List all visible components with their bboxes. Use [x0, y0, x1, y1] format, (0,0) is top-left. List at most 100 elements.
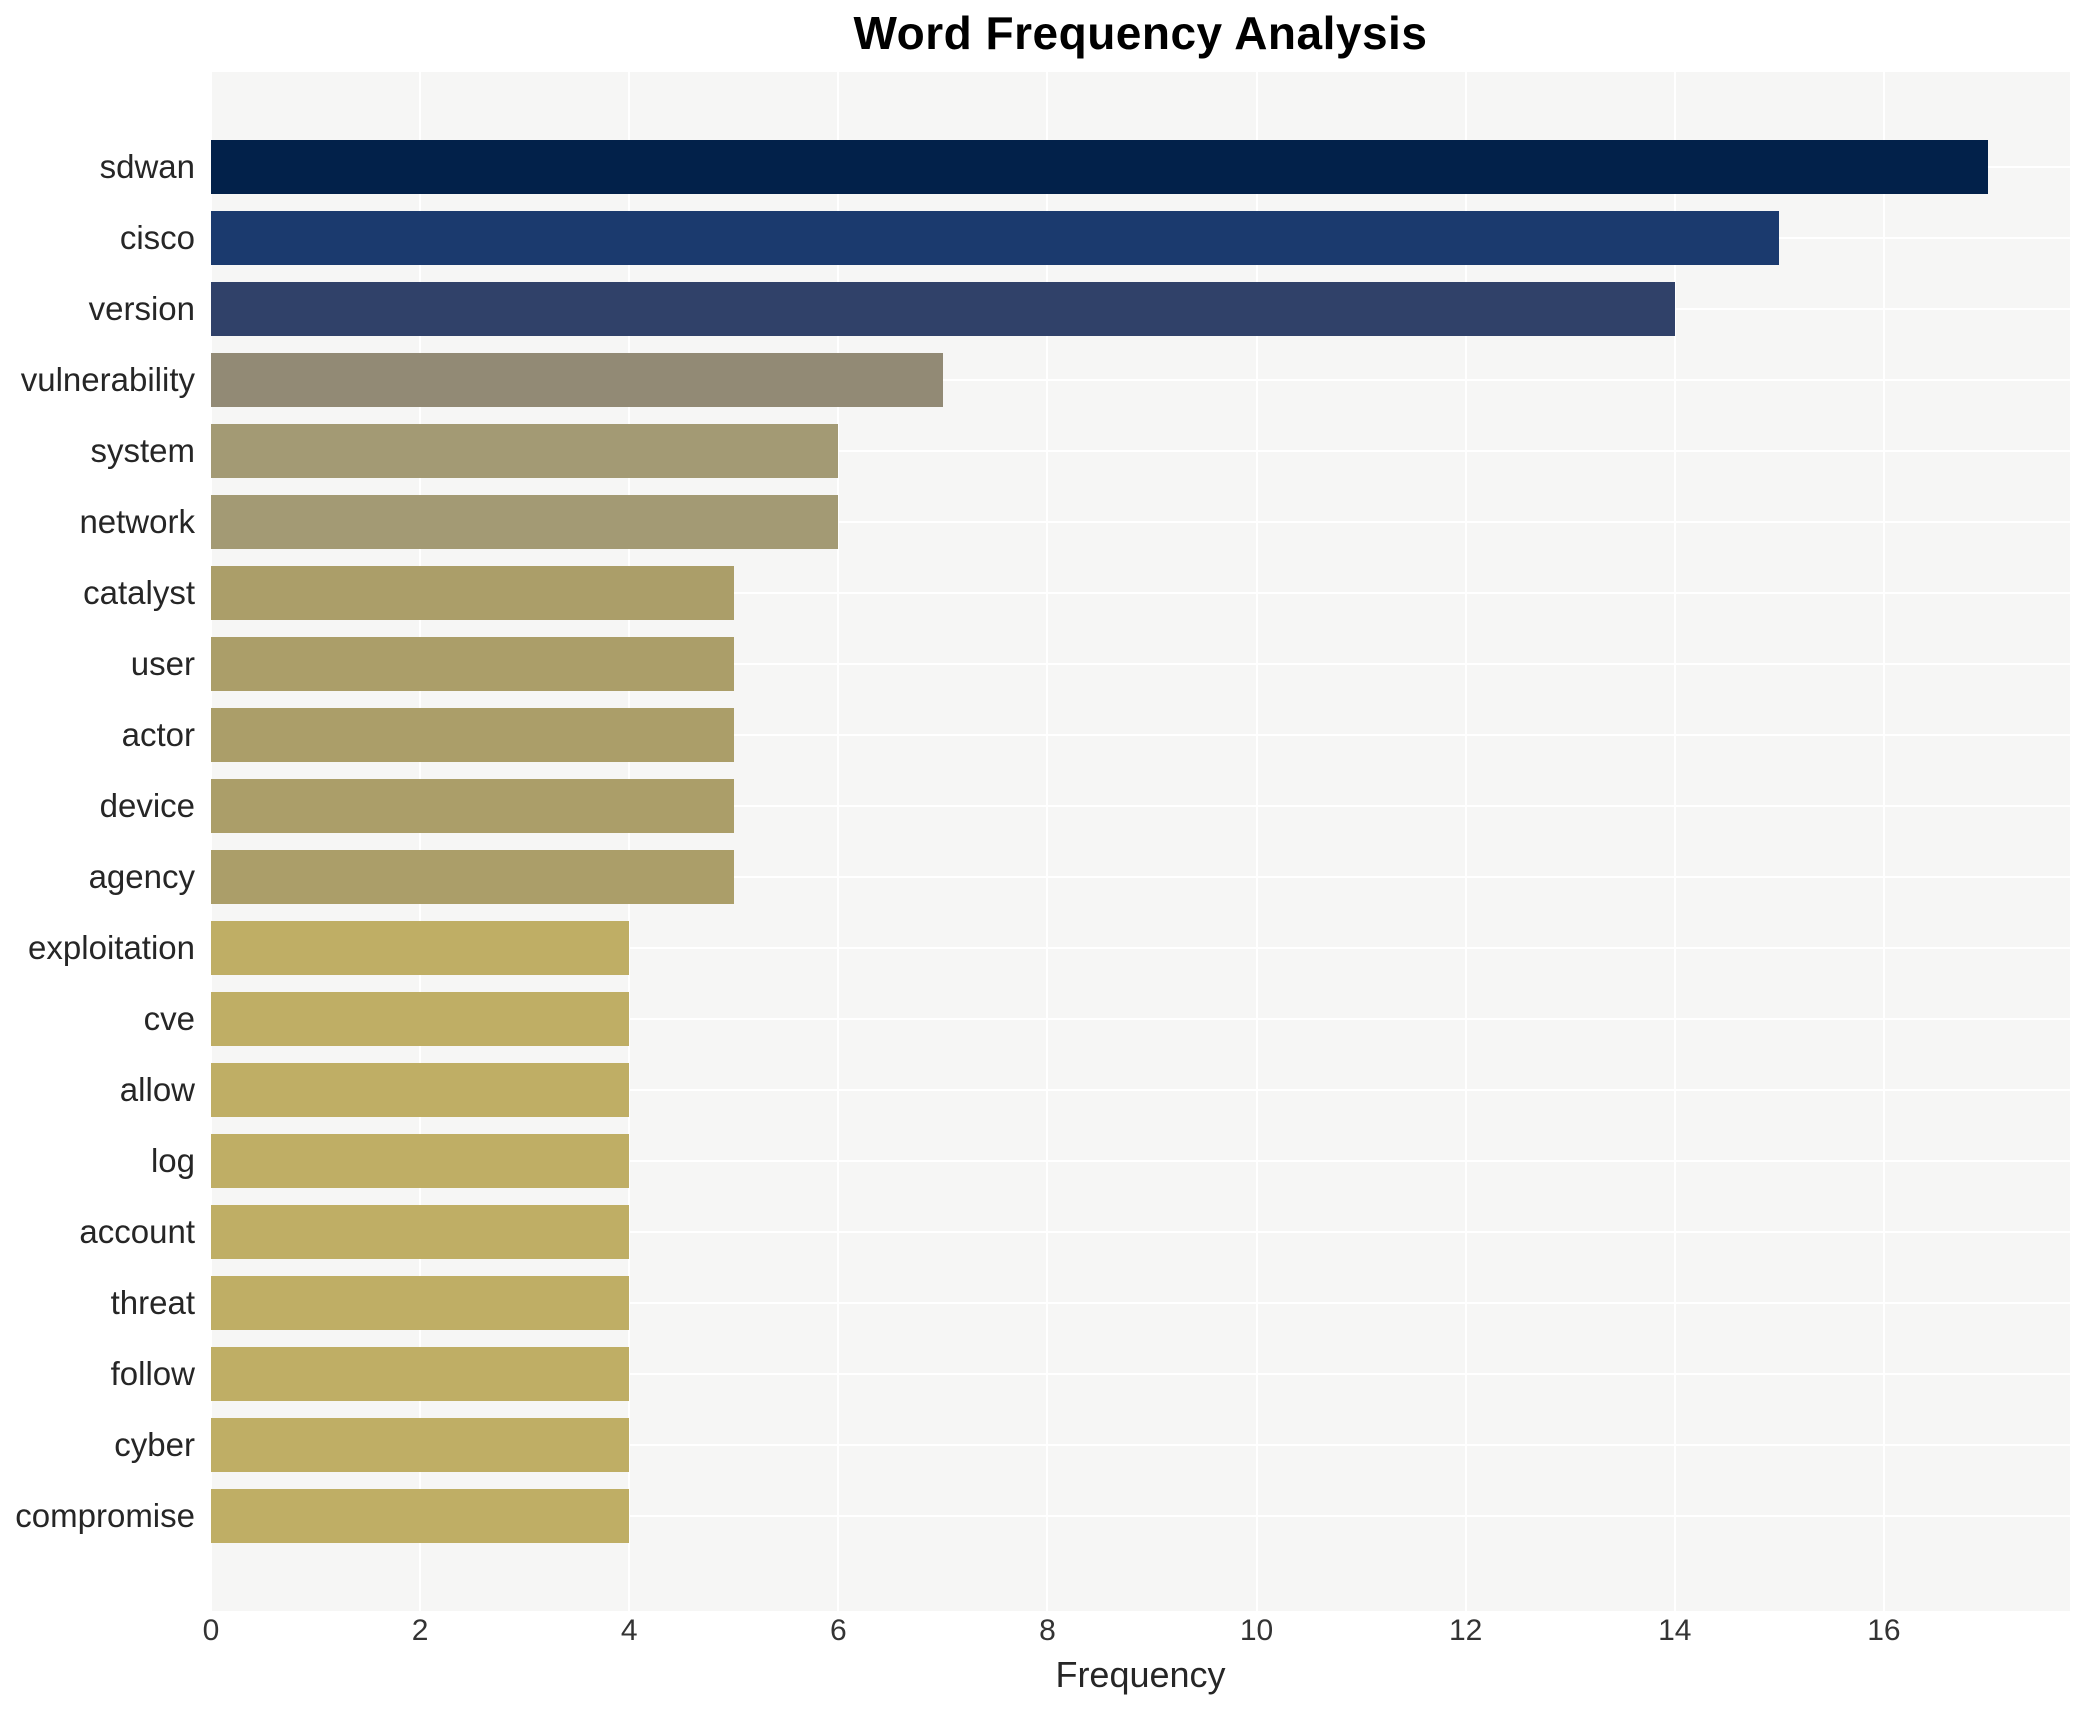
x-tick-label: 10	[1239, 1614, 1274, 1647]
bar-row: network	[0, 487, 2070, 558]
y-tick-label: allow	[119, 1070, 195, 1108]
gridline-vertical	[837, 72, 840, 1611]
gridline-horizontal	[211, 734, 2070, 737]
gridline-vertical	[1882, 72, 1885, 1611]
y-tick-label: device	[99, 787, 195, 825]
gridline-horizontal	[211, 1230, 2070, 1233]
bar	[211, 353, 943, 408]
gridline-horizontal	[211, 1301, 2070, 1304]
y-tick-label: agency	[88, 858, 195, 895]
bar	[211, 1204, 630, 1259]
bar-row: agency	[0, 842, 2070, 913]
y-tick-label: log	[150, 1141, 195, 1179]
x-tick-label: 14	[1658, 1614, 1692, 1647]
bar	[211, 424, 839, 479]
y-tick-label: cve	[143, 999, 195, 1037]
y-tick-label: cisco	[119, 219, 195, 257]
bar-row: cve	[0, 983, 2070, 1054]
bar	[211, 1275, 630, 1330]
gridline-horizontal	[211, 946, 2070, 949]
bar-row: allow	[0, 1054, 2070, 1125]
y-tick-label: account	[79, 1212, 195, 1250]
y-tick-label: catalyst	[83, 574, 195, 612]
gridline-vertical	[1255, 72, 1258, 1611]
x-tick-label: 2	[411, 1614, 429, 1647]
bar	[211, 991, 630, 1046]
bar	[211, 211, 1780, 266]
bar	[211, 495, 839, 550]
gridline-horizontal	[211, 1088, 2070, 1091]
y-tick-label: sdwan	[99, 148, 195, 186]
gridline-vertical	[1673, 72, 1676, 1611]
gridline-horizontal	[211, 1443, 2070, 1446]
bar	[211, 1133, 630, 1188]
y-tick-label: user	[130, 645, 195, 683]
y-tick-label: compromise	[15, 1496, 195, 1534]
bar	[211, 920, 630, 975]
bar	[211, 566, 734, 621]
y-tick-label: network	[79, 503, 195, 541]
bar	[211, 1346, 630, 1401]
bar-row: vulnerability	[0, 345, 2070, 416]
gridline-horizontal	[211, 521, 2070, 524]
y-tick-label: exploitation	[28, 928, 195, 966]
y-tick-label: threat	[110, 1283, 195, 1321]
bar-row: catalyst	[0, 558, 2070, 629]
bar-row: user	[0, 629, 2070, 700]
gridline-horizontal	[211, 1017, 2070, 1020]
gridline-horizontal	[211, 663, 2070, 666]
x-axis-ticks: 0 2 4 6 8 10 12 14 16	[0, 1614, 2091, 1654]
bar	[211, 850, 734, 904]
x-tick-label: 4	[620, 1614, 638, 1647]
bar-row: account	[0, 1196, 2070, 1267]
gridline-vertical	[628, 72, 631, 1611]
bar	[211, 1488, 630, 1543]
gridline-horizontal	[211, 592, 2070, 595]
bar-row: log	[0, 1125, 2070, 1196]
gridline-vertical	[210, 72, 212, 1611]
x-axis-label: Frequency	[1055, 1654, 1226, 1695]
bar	[211, 1062, 630, 1117]
gridline-horizontal	[211, 450, 2070, 453]
bar-row: cisco	[0, 203, 2070, 274]
bar	[211, 708, 734, 763]
bar-row: exploitation	[0, 912, 2070, 983]
gridline-vertical	[1046, 72, 1049, 1611]
bar-row: version	[0, 274, 2070, 345]
bar	[211, 1417, 630, 1472]
x-tick-label: 12	[1448, 1614, 1483, 1647]
bar-row: system	[0, 416, 2070, 487]
bar	[211, 637, 734, 692]
bar-row: sdwan	[0, 132, 2070, 203]
bar-row: cyber	[0, 1409, 2070, 1480]
chart-title: Word Frequency Analysis	[853, 7, 1428, 59]
y-tick-label: follow	[110, 1354, 195, 1392]
bar	[211, 282, 1675, 337]
bar	[211, 140, 1989, 195]
bar-row: threat	[0, 1267, 2070, 1338]
y-tick-label: system	[90, 432, 195, 470]
bar-row: device	[0, 771, 2070, 842]
bar-row: actor	[0, 700, 2070, 771]
y-tick-label: vulnerability	[20, 361, 195, 399]
bar-row: compromise	[0, 1480, 2070, 1551]
y-tick-label: cyber	[114, 1425, 195, 1463]
gridline-horizontal	[211, 1372, 2070, 1375]
gridline-horizontal	[211, 875, 2070, 878]
x-tick-label: 16	[1867, 1614, 1901, 1647]
x-tick-label: 8	[1039, 1614, 1056, 1647]
x-tick-label: 0	[202, 1614, 220, 1647]
gridline-vertical	[419, 72, 422, 1611]
gridline-vertical	[1464, 72, 1467, 1611]
y-tick-label: version	[88, 290, 195, 328]
gridline-horizontal	[211, 1159, 2070, 1162]
bar-rows: sdwan cisco version vulnerability system netw…	[0, 72, 2070, 1611]
gridline-horizontal	[211, 379, 2070, 382]
gridline-horizontal	[211, 1514, 2070, 1517]
bar	[211, 779, 734, 834]
y-tick-label: actor	[121, 716, 195, 754]
x-tick-label: 6	[829, 1614, 847, 1647]
gridline-horizontal	[211, 805, 2070, 808]
bar-row: follow	[0, 1338, 2070, 1409]
